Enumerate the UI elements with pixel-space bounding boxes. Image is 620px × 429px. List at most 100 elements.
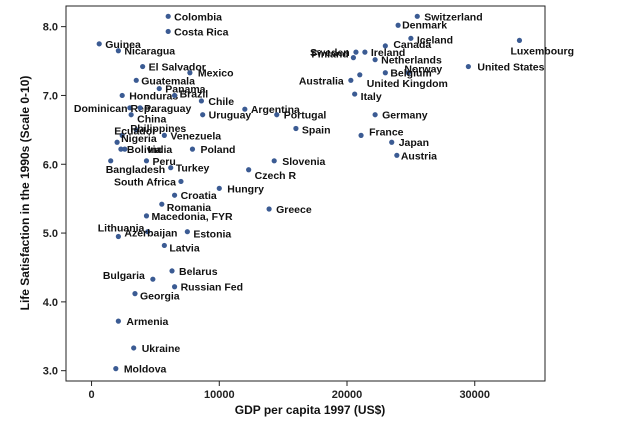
data-point — [389, 139, 395, 145]
data-point — [187, 70, 193, 76]
data-point — [122, 146, 128, 152]
data-point — [115, 48, 121, 54]
point-label: China — [137, 114, 166, 126]
data-point — [159, 201, 165, 207]
data-point — [114, 139, 120, 145]
data-point — [140, 63, 146, 70]
data-point — [372, 57, 378, 63]
data-point — [516, 37, 523, 44]
data-point — [137, 105, 143, 111]
point-label: Czech R — [255, 170, 297, 182]
point-label: Spain — [302, 124, 331, 136]
point-label: Peru — [152, 156, 175, 168]
data-point — [395, 22, 401, 28]
data-point — [168, 165, 174, 171]
data-point — [150, 276, 156, 282]
data-point — [352, 91, 358, 97]
data-point — [414, 13, 420, 19]
point-label: Panama — [165, 84, 205, 96]
plot-frame — [65, 5, 546, 382]
point-label: Uruguay — [209, 110, 252, 122]
point-label: Ireland — [371, 47, 405, 59]
point-label: Argentina — [251, 104, 300, 116]
point-label: Guinea — [105, 39, 141, 51]
data-point — [178, 178, 184, 185]
data-point — [382, 43, 388, 49]
data-point — [198, 98, 204, 104]
y-tick-label: 5.0 — [43, 228, 58, 240]
data-point — [115, 318, 121, 324]
data-point — [465, 63, 471, 70]
point-label: Denmark — [402, 19, 447, 31]
point-label: Nigeria — [121, 133, 157, 145]
data-point — [372, 112, 378, 118]
point-label: Croatia — [181, 190, 217, 202]
point-label: Greece — [276, 204, 312, 216]
data-point — [353, 49, 359, 55]
point-label: Chile — [208, 96, 234, 108]
data-point — [405, 70, 411, 76]
point-label: Portugal — [284, 110, 327, 122]
data-point — [119, 92, 125, 99]
data-point — [358, 132, 364, 138]
point-label: Estonia — [193, 229, 231, 241]
data-point — [189, 146, 196, 152]
data-point — [143, 213, 150, 219]
data-point — [242, 106, 248, 112]
point-label: Honduras — [129, 90, 178, 102]
y-tick-label: 3.0 — [43, 366, 58, 378]
point-label: Luxembourg — [510, 45, 574, 57]
data-point — [200, 112, 206, 118]
data-point — [348, 77, 354, 83]
point-label: Nicaragua — [124, 46, 175, 58]
point-label: Poland — [200, 144, 235, 156]
data-point — [394, 152, 400, 158]
point-label: Latvia — [169, 242, 200, 254]
point-label: Russian Fed — [181, 282, 243, 294]
point-label: South Africa — [114, 176, 176, 188]
point-label: Slovenia — [282, 156, 325, 168]
point-label: Ecuador — [114, 125, 156, 137]
point-label: Armenia — [126, 316, 168, 328]
point-label: Germany — [382, 110, 428, 122]
data-point — [171, 192, 178, 198]
point-label: Venezuela — [170, 130, 221, 142]
point-label: Paraguay — [144, 103, 191, 115]
x-tick-label: 20000 — [332, 389, 363, 401]
point-label: Hungry — [227, 183, 264, 195]
point-label: Philippines — [130, 123, 186, 135]
point-label: Guatemala — [141, 75, 195, 87]
point-label: United States — [477, 62, 544, 74]
point-label: India — [148, 144, 173, 156]
point-label: Dominican Rep. — [74, 103, 153, 115]
data-point — [108, 158, 114, 164]
data-point — [131, 345, 137, 351]
y-tick-label: 8.0 — [43, 22, 58, 34]
point-label: Belgium — [390, 68, 431, 80]
x-axis: 0 10000 20000 30000 — [88, 381, 490, 401]
data-point — [184, 229, 190, 235]
data-point — [118, 146, 124, 152]
point-label: Azerbaijan — [124, 228, 177, 240]
point-label: Moldova — [124, 364, 167, 376]
data-point — [127, 105, 133, 111]
point-label: Costa Rica — [174, 26, 228, 38]
data-point — [115, 233, 121, 240]
data-point — [169, 268, 175, 274]
data-point — [357, 72, 363, 78]
data-point — [133, 127, 139, 133]
data-point — [165, 28, 171, 35]
data-point — [216, 185, 222, 191]
data-point — [171, 284, 178, 290]
data-point — [293, 125, 299, 132]
y-axis-title: Life Satisfaction in the 1990s (Scale 0-… — [18, 76, 32, 311]
x-axis-title: GDP per capita 1997 (US$) — [235, 403, 386, 417]
data-point — [408, 35, 414, 41]
x-tick-label: 30000 — [459, 389, 490, 401]
point-label: Netherlands — [381, 55, 442, 67]
data-point — [113, 366, 119, 372]
point-label: Australia — [299, 75, 344, 87]
point-label: Japan — [399, 137, 429, 149]
point-label: Ukraine — [142, 343, 181, 355]
point-label: United Kingdom — [367, 78, 448, 90]
